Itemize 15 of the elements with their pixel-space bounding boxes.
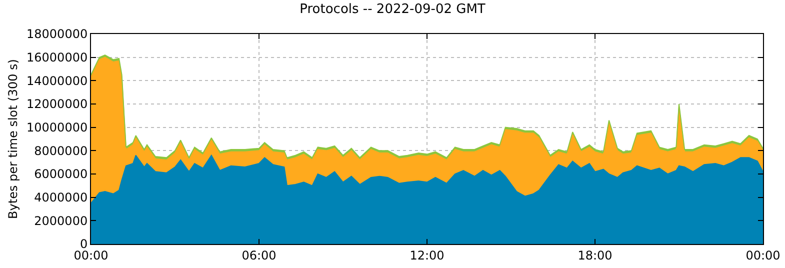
chart-title: Protocols -- 2022-09-02 GMT — [300, 2, 486, 18]
y-tick-label: 4000000 — [34, 190, 88, 205]
y-axis-title: Bytes per time slot (300 s) — [6, 59, 20, 219]
y-tick-label: 8000000 — [34, 144, 88, 158]
x-tick-label: 18:00 — [578, 248, 612, 262]
x-tick-label: 12:00 — [410, 248, 444, 262]
y-tick-label: 18000000 — [26, 27, 88, 42]
y-tick-label: 2000000 — [34, 214, 88, 228]
y-tick-label: 10000000 — [26, 120, 88, 135]
y-tick-label: 12000000 — [26, 97, 88, 112]
y-tick-label: 6000000 — [34, 167, 88, 182]
x-tick-label: 00:00 — [746, 248, 780, 262]
y-tick-label: 14000000 — [26, 74, 88, 88]
x-tick-label: 06:00 — [242, 248, 276, 262]
y-tick-label: 16000000 — [26, 50, 88, 65]
